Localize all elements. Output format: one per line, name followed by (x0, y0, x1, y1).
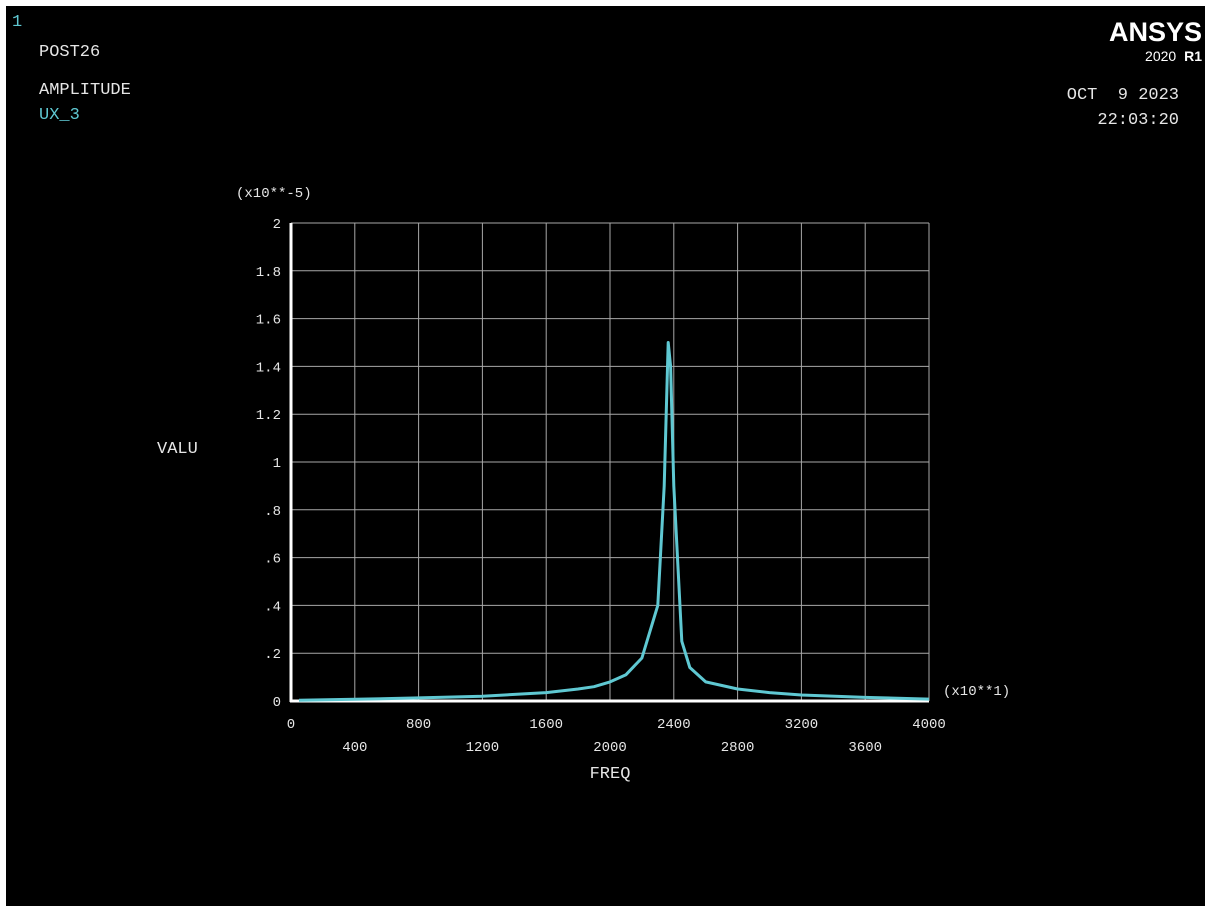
x-axis-title: FREQ (590, 765, 631, 784)
y-tick-label: .4 (264, 599, 281, 615)
y-tick-label: .2 (264, 647, 281, 663)
module-label: POST26 (39, 43, 100, 62)
time-label: 22:03:20 (1097, 111, 1179, 130)
series (298, 341, 930, 702)
x-multiplier: (x10**1) (943, 684, 1010, 700)
grid (291, 222, 930, 701)
window-number: 1 (12, 13, 22, 32)
y-tick-label: 1.6 (256, 313, 281, 329)
y-multiplier: (x10**-5) (236, 186, 312, 202)
y-tick-label: 2 (273, 217, 281, 233)
variable-label: UX_3 (39, 106, 80, 125)
quantity-label: AMPLITUDE (39, 81, 131, 100)
y-tick-label: .8 (264, 504, 281, 520)
x-tick-label: 3200 (785, 717, 819, 733)
y-tick-label: 0 (273, 695, 281, 711)
ansys-logo: ANSYS 2020 R1 (1109, 17, 1202, 64)
x-tick-label: 800 (406, 717, 431, 733)
plot-window: 1 POST26 AMPLITUDE UX_3 ANSYS 2020 R1 OC… (6, 6, 1205, 906)
y-tick-label: 1.2 (256, 408, 281, 424)
y-tick-label: 1.8 (256, 265, 281, 281)
x-tick-label: 0 (287, 717, 295, 733)
logo-release: R1 (1184, 48, 1202, 64)
date-label: OCT 9 2023 (1067, 86, 1179, 105)
x-tick-label: 400 (342, 740, 367, 756)
y-tick-label: 1.4 (256, 360, 281, 376)
x-tick-label: 1600 (529, 717, 563, 733)
tick-labels: 0 .2 .4 .6 .8 1 1.2 1.4 1.6 1.8 2 0 400 800 1200 1600 20… (256, 217, 946, 756)
x-tick-label: 1200 (466, 740, 500, 756)
y-tick-label: 1 (273, 456, 281, 472)
plot-background (7, 7, 1204, 905)
axes (289, 223, 929, 703)
y-tick-label: .6 (264, 552, 281, 568)
x-tick-label: 3600 (848, 740, 882, 756)
x-tick-label: 2000 (593, 740, 627, 756)
x-tick-label: 2800 (721, 740, 755, 756)
x-tick-label: 4000 (912, 717, 946, 733)
series-line-1 (298, 341, 930, 702)
logo-version-line: 2020 R1 (1145, 48, 1202, 64)
logo-brand: ANSYS (1109, 17, 1202, 47)
y-axis-title: VALU (157, 440, 198, 459)
plot-canvas: 1 POST26 AMPLITUDE UX_3 ANSYS 2020 R1 OC… (7, 7, 1204, 905)
logo-version: 2020 (1145, 48, 1176, 64)
x-tick-label: 2400 (657, 717, 691, 733)
